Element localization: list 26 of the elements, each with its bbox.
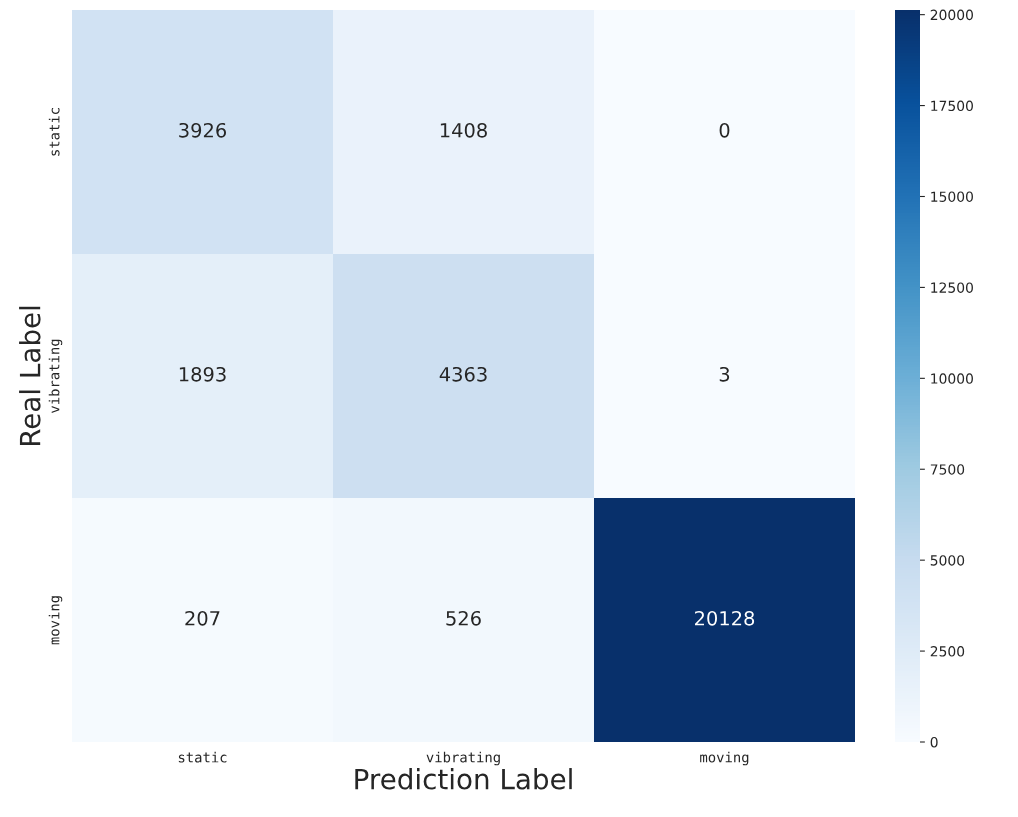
- data-label: 1893: [179, 366, 226, 382]
- color-bar-label: 7500: [930, 464, 965, 475]
- data-label: 3: [719, 366, 730, 382]
- color-bar-label: 17500: [931, 100, 973, 112]
- color-bar-label: 10000: [931, 373, 973, 384]
- y-tick-label: moving: [48, 596, 63, 645]
- y-tick-label: vibrating: [48, 339, 63, 413]
- y-tick-label: static: [48, 108, 60, 156]
- data-label: 3926: [179, 122, 227, 138]
- color-bar-label: 20000: [930, 9, 973, 21]
- x-tick-label: vibrating: [426, 751, 500, 766]
- data-label: 0: [719, 122, 730, 138]
- color-bar-label: 5000: [930, 555, 965, 566]
- color-bar-label: 2500: [930, 646, 965, 657]
- data-label: 20128: [695, 610, 755, 626]
- data-label: 4363: [439, 366, 487, 382]
- data-label: 207: [185, 610, 220, 626]
- color-bar-label: 0: [930, 736, 938, 748]
- x-axis-title: Prediction Label: [355, 768, 572, 790]
- data-label: 1408: [440, 122, 487, 138]
- color-bar-label: 15000: [931, 191, 973, 202]
- y-axis-title: Real Label: [19, 306, 41, 446]
- color-bar-label: 12500: [931, 282, 973, 293]
- data-label: 526: [446, 610, 481, 626]
- x-tick-label: static: [178, 751, 227, 763]
- x-tick-label: moving: [700, 751, 749, 766]
